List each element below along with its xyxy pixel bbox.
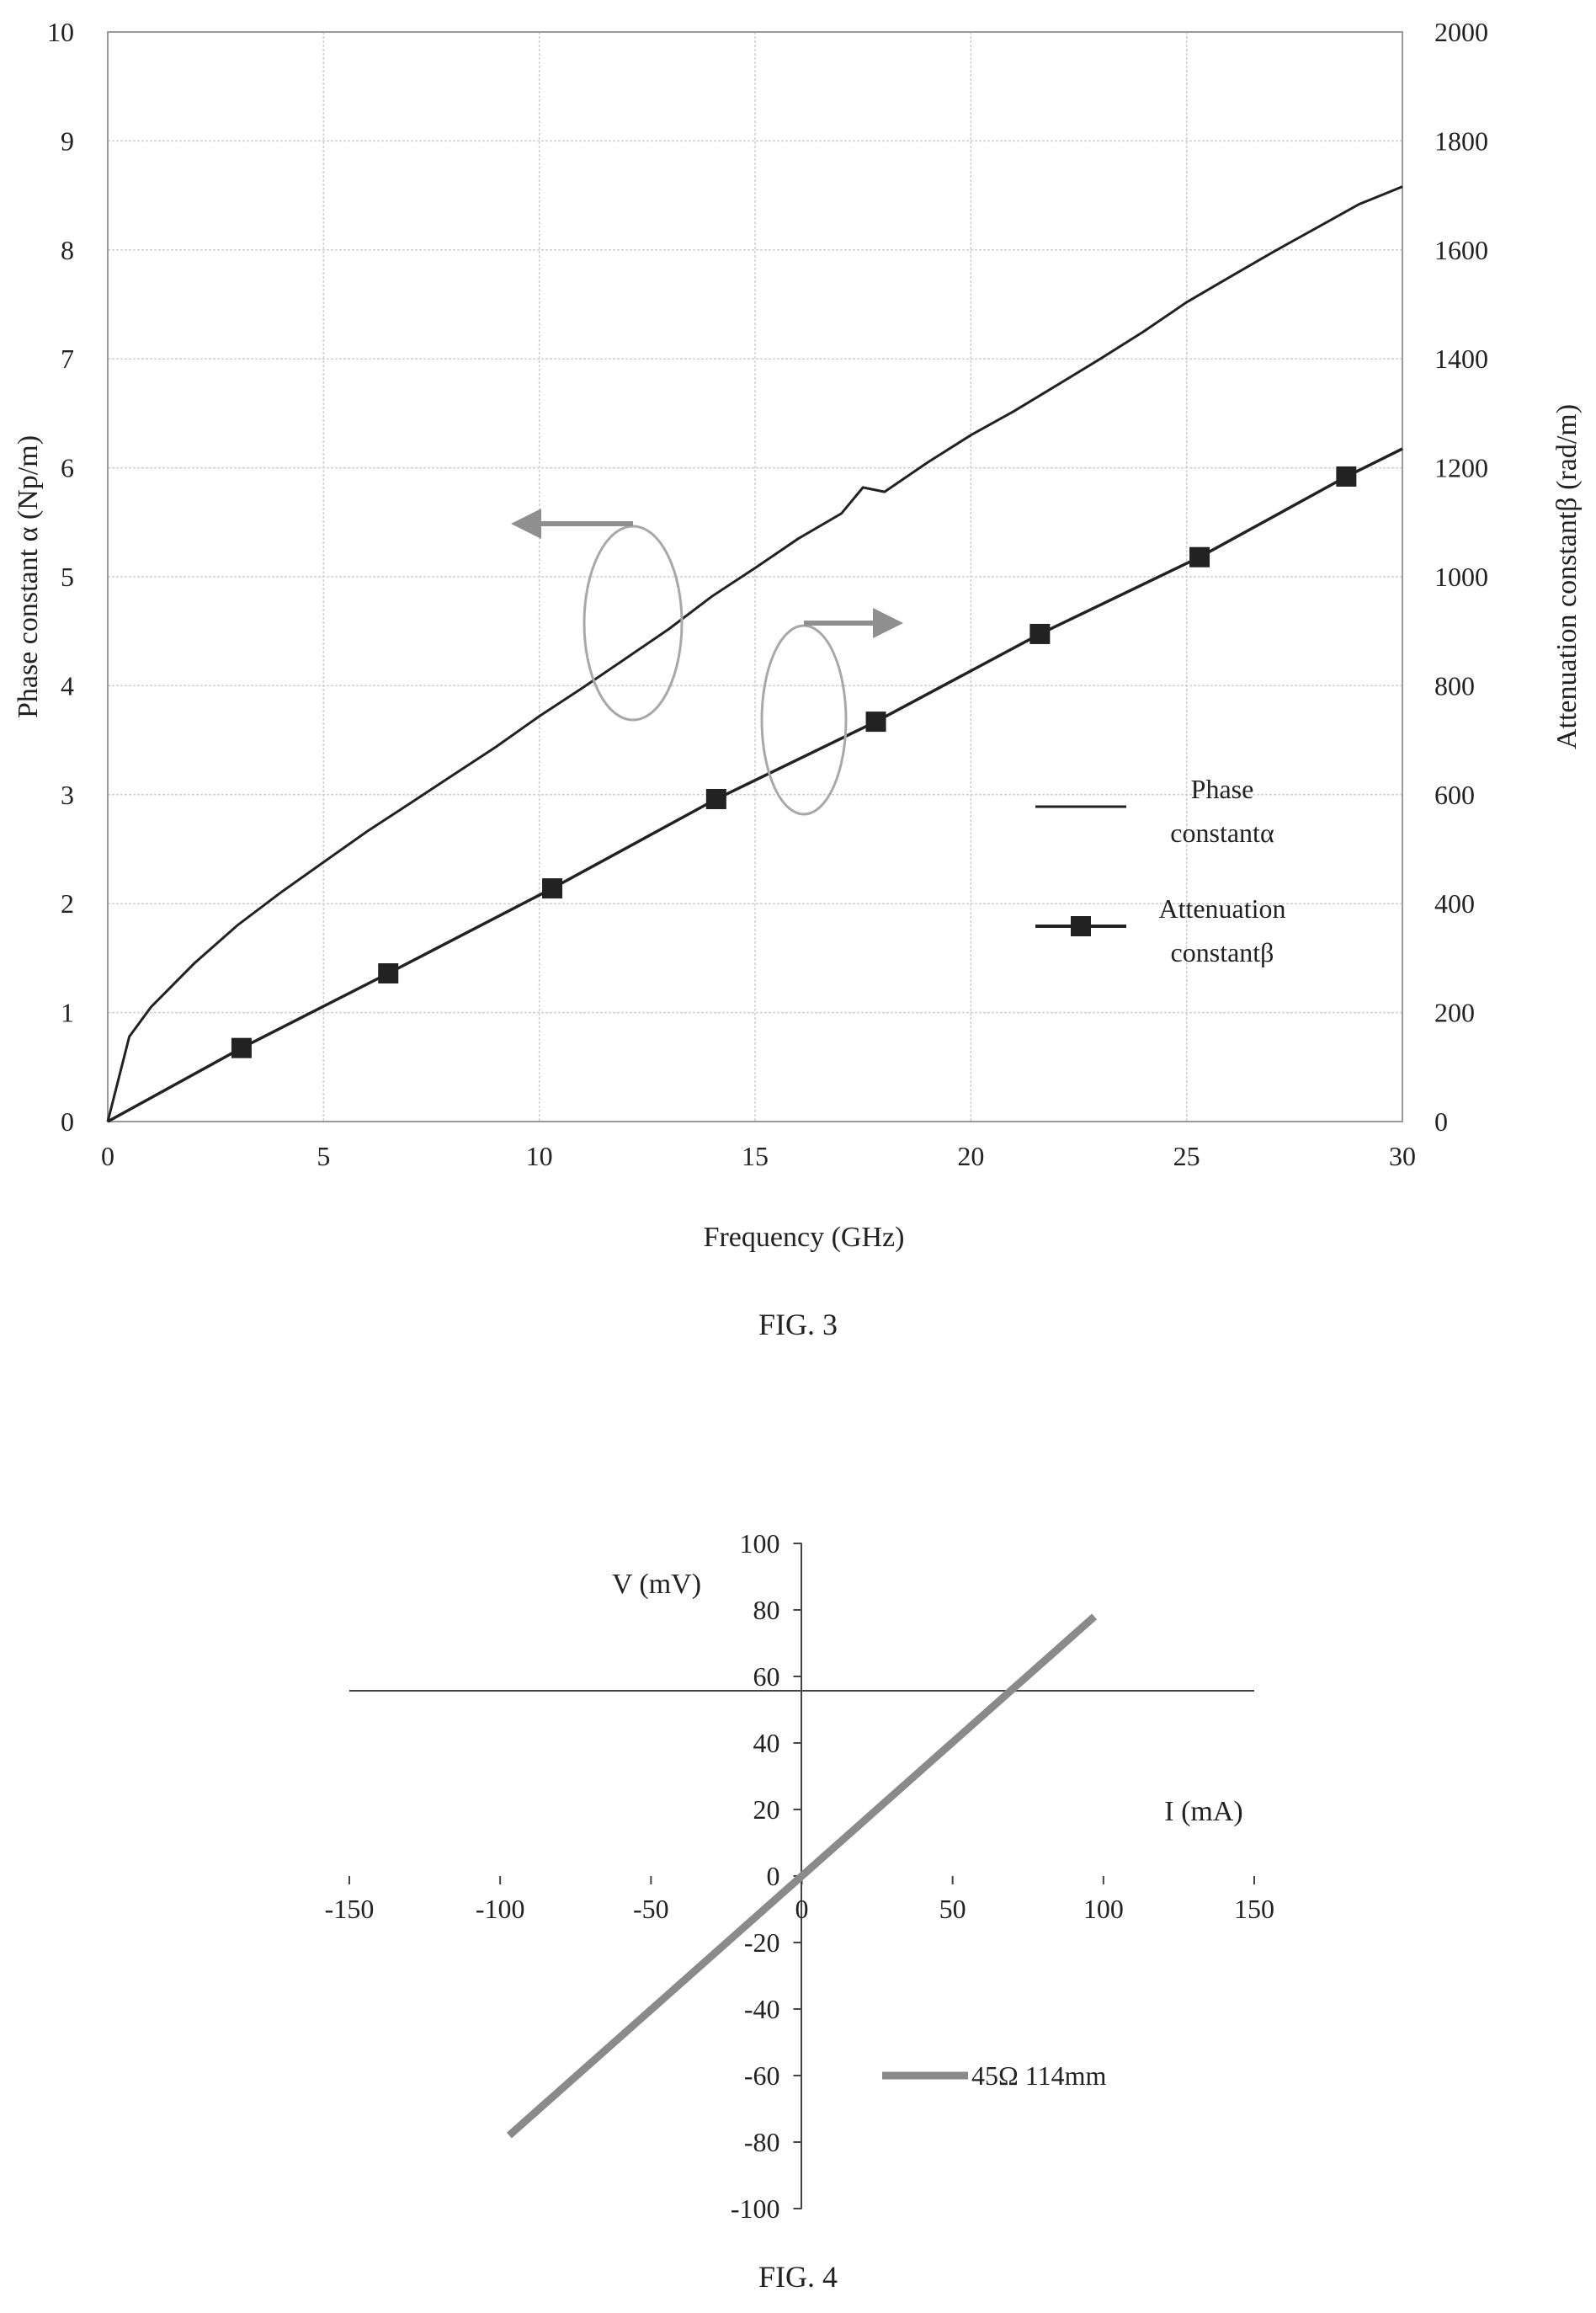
alpha-axis-indicator-ellipse [583,525,684,722]
fig4-chart: -150 -100 -50 0 50 100 150 -100 -80 -60 -40 -20 0 20… [325,1528,1274,2294]
fig3-right-y-tick: 1400 [1434,344,1488,374]
fig3-right-y-tick: 1600 [1434,235,1488,265]
fig4-x-tick: 50 [939,1894,966,1924]
fig3-x-tick: 30 [1389,1141,1416,1171]
fig3-x-tick-labels: 0 5 10 15 20 25 30 [101,1141,1416,1171]
attenuation-marker [378,963,399,984]
fig3-left-y-tick: 7 [61,344,74,374]
fig3-chart: 0 5 10 15 20 25 30 0 1 2 3 4 5 6 7 8 9 10 0 200 400 600 800 1… [13,17,1583,1341]
fig3-plot-frame [107,31,1403,1122]
attenuation-marker [865,711,886,733]
fig4-y-tick: -80 [744,2127,780,2157]
fig3-right-y-tick: 1800 [1434,125,1488,156]
fig3-left-y-tick: 4 [61,670,74,701]
fig3-x-tick: 20 [957,1141,984,1171]
fig3-right-y-tick: 200 [1434,998,1475,1028]
attenuation-constant-markers [231,466,1357,1058]
fig4-y-tick: -40 [744,1994,780,2024]
fig4-y-tick: -100 [731,2193,780,2224]
fig4-y-tick: 40 [753,1728,780,1758]
fig4-x-tick: 100 [1083,1894,1124,1924]
attenuation-marker [705,788,726,809]
attenuation-marker [231,1037,252,1058]
legend-attenuation-label-line1: Attenuation [1158,893,1285,924]
legend-attenuation-marker [1071,916,1091,936]
attenuation-constant-series-line [107,447,1403,1123]
fig3-x-tick: 0 [101,1141,114,1171]
fig4-iv-series-line [506,1613,1098,2139]
fig4-x-tick: 150 [1234,1894,1274,1924]
fig4-x-tick: -50 [633,1894,669,1924]
fig4-legend-label: 45Ω 114mm [971,2060,1106,2091]
fig3-x-tick: 15 [742,1141,769,1171]
legend-phase-label-line2: constantα [1170,818,1274,848]
attenuation-marker [1189,546,1210,568]
fig4-x-tick: -100 [476,1894,525,1924]
fig3-right-y-tick: 2000 [1434,17,1488,47]
fig3-x-axis-label: Frequency (GHz) [704,1222,905,1253]
fig3-left-y-tick: 2 [61,888,74,919]
fig4-y-tick-labels: -100 -80 -60 -40 -20 0 20 40 60 80 100 [731,1528,802,2224]
fig3-right-y-axis-label: Attenuation constantβ (rad/m) [1551,404,1583,749]
fig4-y-tick: 20 [753,1794,780,1825]
fig3-right-y-tick: 400 [1434,888,1475,919]
attenuation-marker [542,878,563,899]
fig4-y-axis-label: V (mV) [612,1569,701,1600]
legend-phase-label-line1: Phase [1191,774,1254,804]
fig4-caption: FIG. 4 [758,2260,838,2294]
fig3-right-y-tick: 800 [1434,670,1475,701]
fig3-left-y-tick: 10 [47,17,74,47]
fig3-caption: FIG. 3 [758,1308,838,1341]
fig4-y-tick: 80 [753,1595,780,1625]
attenuation-marker [1336,466,1357,487]
fig3-right-y-tick: 0 [1434,1106,1448,1137]
fig4-x-tick: 0 [795,1894,809,1924]
phase-constant-series-line [106,185,1403,1122]
fig3-left-y-tick: 8 [61,235,74,265]
fig3-right-y-tick: 1000 [1434,562,1488,592]
fig3-x-tick: 10 [526,1141,553,1171]
fig3-x-tick: 25 [1173,1141,1200,1171]
fig3-left-y-tick: 9 [61,125,74,156]
fig4-legend: 45Ω 114mm [882,2060,1106,2091]
fig4-y-tick: 0 [767,1861,780,1891]
fig3-left-y-tick: 3 [61,780,74,810]
fig4-x-axis-label: I (mA) [1164,1796,1242,1827]
fig4-x-tick: -150 [325,1894,375,1924]
fig3-left-y-tick: 6 [61,453,74,483]
fig3-left-y-tick: 0 [61,1106,74,1137]
fig4-y-tick: -20 [744,1927,780,1958]
fig3-right-y-tick: 600 [1434,780,1475,810]
fig3-left-y-tick: 1 [61,998,74,1028]
fig3-right-y-tick: 1200 [1434,453,1488,483]
fig4-y-tick: 60 [753,1661,780,1692]
fig4-y-tick: 100 [740,1528,780,1559]
fig3-left-y-tick-labels: 0 1 2 3 4 5 6 7 8 9 10 [47,17,74,1137]
fig3-x-tick: 5 [317,1141,330,1171]
fig4-x-tick-labels: -150 -100 -50 0 50 100 150 [325,1876,1274,1924]
fig3-left-y-tick: 5 [61,562,74,592]
fig3-left-y-axis-label: Phase constant α (Np/m) [13,435,44,718]
fig3-right-y-tick-labels: 0 200 400 600 800 1000 1200 1400 1600 1800 2000 [1434,17,1488,1137]
fig3-legend: Phase constantα Attenuation constantβ [1035,774,1286,967]
fig4-y-tick: -60 [744,2060,780,2091]
beta-axis-indicator-ellipse [760,624,848,816]
legend-attenuation-label-line2: constantβ [1171,937,1274,967]
attenuation-marker [1029,623,1051,644]
